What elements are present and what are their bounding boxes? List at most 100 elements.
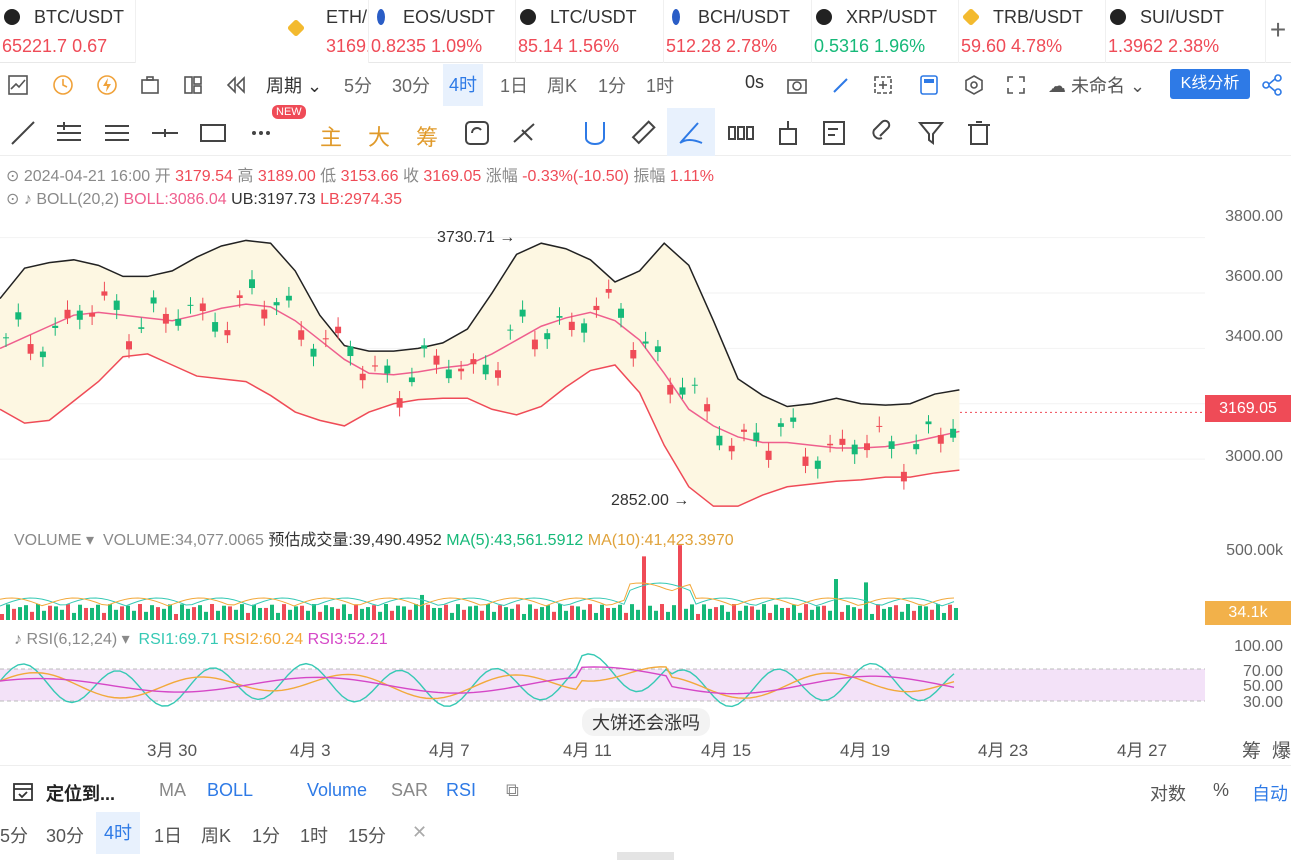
footer-interval[interactable]: 1分 bbox=[252, 826, 281, 846]
interval-1m[interactable]: 1分 bbox=[598, 76, 627, 96]
parallel-lines-icon[interactable] bbox=[54, 118, 84, 148]
footer-interval[interactable]: 周K bbox=[201, 826, 232, 846]
measure-icon[interactable] bbox=[510, 118, 540, 148]
lightning-icon[interactable] bbox=[96, 74, 118, 96]
big-tool[interactable]: 大 bbox=[368, 125, 391, 150]
briefcase-icon[interactable] bbox=[140, 75, 160, 95]
pen-tool-active[interactable] bbox=[667, 108, 715, 156]
interval-5m[interactable]: 5分 bbox=[344, 76, 373, 96]
volume-bar bbox=[900, 611, 904, 620]
replay-icon[interactable] bbox=[225, 75, 247, 95]
pencil-icon[interactable] bbox=[831, 75, 851, 95]
tab-btc[interactable]: BTC/USDT 65221.7 0.67 bbox=[0, 0, 136, 63]
tab-eth[interactable]: ETH/USDT 3169.40 1.94% bbox=[136, 0, 369, 63]
candle-icon[interactable] bbox=[725, 118, 755, 148]
candle-body bbox=[704, 404, 711, 412]
close-icon[interactable]: ✕ bbox=[412, 822, 428, 842]
indicator-ma[interactable]: MA bbox=[159, 780, 186, 800]
indicator-boll[interactable]: BOLL bbox=[207, 780, 254, 800]
volume-bar bbox=[270, 604, 274, 620]
settings-icon[interactable] bbox=[963, 74, 985, 96]
rsi-axis-tick: 50.00 bbox=[1242, 678, 1283, 695]
volume-bar bbox=[198, 605, 202, 620]
indicator-volume[interactable]: Volume bbox=[307, 780, 368, 800]
tab-bch[interactable]: BCH/USDT 512.28 2.78% bbox=[664, 0, 812, 63]
add-tab-icon[interactable]: + bbox=[1269, 14, 1287, 45]
layout-icon[interactable] bbox=[183, 75, 203, 95]
footer-interval[interactable]: 15分 bbox=[348, 826, 387, 846]
volume-bar bbox=[912, 610, 916, 620]
boll-legend: ⊙ ♪ BOLL(20,2) BOLL:3086.04 UB:3197.73 L… bbox=[6, 189, 402, 209]
main-tool[interactable]: 主 bbox=[320, 125, 343, 150]
percent-scale-toggle[interactable]: % bbox=[1213, 780, 1230, 800]
bell-icon[interactable]: ♪ bbox=[14, 631, 22, 648]
trend-line-icon[interactable] bbox=[8, 118, 38, 148]
volume-bar bbox=[858, 608, 862, 620]
interval-1h[interactable]: 1时 bbox=[646, 76, 675, 96]
more-icon[interactable] bbox=[246, 118, 276, 148]
explode-toggle[interactable]: 爆 bbox=[1272, 741, 1291, 762]
edit-note-icon[interactable] bbox=[820, 118, 850, 148]
refresh-icon[interactable] bbox=[462, 118, 492, 148]
horizontal-line-icon[interactable] bbox=[150, 118, 180, 148]
chips-tool[interactable]: 筹 bbox=[416, 125, 439, 150]
tab-eos[interactable]: EOS/USDT 0.8235 1.09% bbox=[369, 0, 516, 63]
period-dropdown[interactable]: 周期 ⌄ bbox=[266, 76, 323, 96]
tab-xrp[interactable]: XRP/USDT 0.5316 1.96% bbox=[812, 0, 959, 63]
rsi3-value: RSI3:52.21 bbox=[307, 631, 388, 648]
volume-ma-line bbox=[0, 582, 955, 607]
delete-icon[interactable] bbox=[964, 118, 994, 148]
footer-interval[interactable]: 1日 bbox=[154, 826, 183, 846]
volume-bar bbox=[468, 606, 472, 620]
layout-save-dropdown[interactable]: ☁ 未命名 ⌄ bbox=[1048, 76, 1146, 96]
volume-legend: VOLUME ▾ VOLUME:34,077.0065 预估成交量:39,490… bbox=[14, 532, 734, 549]
kline-analysis-button[interactable]: K线分析 bbox=[1170, 69, 1250, 99]
time-axis: 3月 30 4月 3 4月 7 4月 11 4月 15 4月 19 4月 23 … bbox=[0, 728, 1291, 764]
resize-handle[interactable] bbox=[617, 852, 674, 860]
volume-bar bbox=[282, 604, 286, 620]
candle-body bbox=[864, 443, 870, 451]
footer-interval[interactable]: 1时 bbox=[300, 826, 329, 846]
interval-week[interactable]: 周K bbox=[547, 76, 578, 96]
share-icon[interactable] bbox=[1261, 74, 1283, 96]
lock-icon[interactable] bbox=[773, 118, 803, 148]
edit-indicators-icon[interactable]: ⧉ bbox=[506, 780, 519, 800]
fullscreen-icon[interactable] bbox=[1006, 75, 1026, 95]
footer-interval-selected[interactable]: 4时 bbox=[96, 812, 141, 854]
candlestick-chart[interactable] bbox=[0, 210, 1205, 520]
footer-interval[interactable]: 5分 bbox=[0, 826, 29, 846]
volume-ma-line bbox=[0, 582, 955, 607]
calculator-icon[interactable] bbox=[918, 74, 940, 96]
log-scale-toggle[interactable]: 对数 bbox=[1150, 784, 1186, 804]
indicator-sar[interactable]: SAR bbox=[391, 780, 429, 800]
rectangle-icon[interactable] bbox=[198, 118, 228, 148]
volume-bar bbox=[624, 612, 628, 620]
ruler-icon[interactable] bbox=[628, 118, 658, 148]
collapse-toggle-icon[interactable]: ⊙ bbox=[6, 168, 20, 185]
interval-4h[interactable]: 4时 bbox=[443, 64, 484, 106]
tab-sui[interactable]: SUI/USDT 1.3962 2.38% bbox=[1106, 0, 1266, 63]
auto-scale-toggle[interactable]: 自动 bbox=[1252, 784, 1288, 804]
volume-bar bbox=[786, 607, 790, 620]
interval-30m[interactable]: 30分 bbox=[392, 76, 431, 96]
camera-icon[interactable] bbox=[786, 75, 808, 95]
clock-indicator-icon[interactable] bbox=[52, 74, 74, 96]
interval-1d[interactable]: 1日 bbox=[500, 76, 529, 96]
tab-trb[interactable]: TRB/USDT 59.60 4.78% bbox=[959, 0, 1106, 63]
candle-body bbox=[728, 445, 735, 452]
filter-icon[interactable] bbox=[916, 118, 946, 148]
volume-label: VOLUME bbox=[14, 532, 82, 549]
locate-button[interactable]: 定位到... bbox=[46, 784, 116, 804]
channel-icon[interactable] bbox=[102, 118, 132, 148]
bell-icon[interactable]: ⊙ ♪ bbox=[6, 191, 32, 208]
indicator-rsi[interactable]: RSI bbox=[446, 780, 477, 800]
link-icon[interactable] bbox=[868, 118, 898, 148]
add-indicator-icon[interactable] bbox=[873, 75, 893, 95]
chart-type-icon[interactable] bbox=[8, 75, 28, 95]
candle-body bbox=[556, 316, 563, 318]
magnet-icon[interactable] bbox=[580, 118, 610, 148]
tab-ltc[interactable]: LTC/USDT 85.14 1.56% bbox=[516, 0, 664, 63]
chips-toggle[interactable]: 筹 bbox=[1242, 741, 1262, 762]
calendar-icon[interactable] bbox=[12, 780, 34, 802]
footer-interval[interactable]: 30分 bbox=[46, 826, 85, 846]
